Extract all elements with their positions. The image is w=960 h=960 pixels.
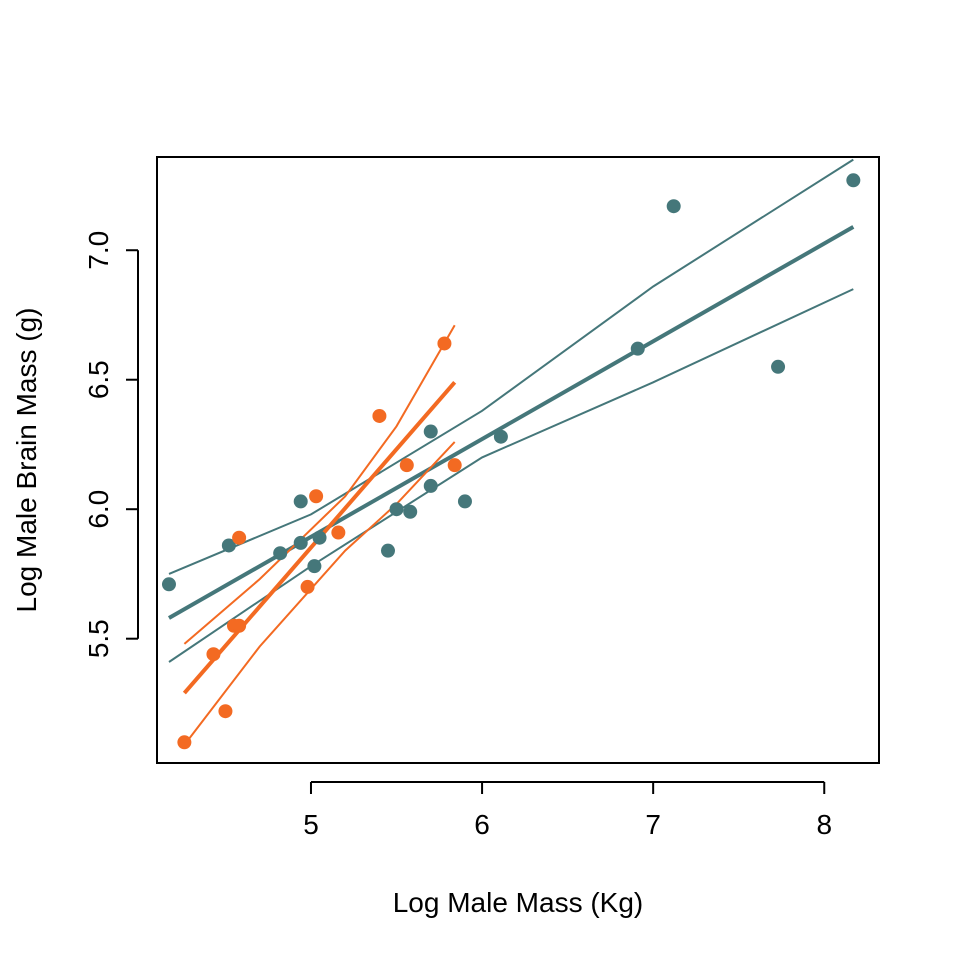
series-2-point (447, 458, 462, 473)
series-1-point (312, 530, 327, 545)
y-tick-label: 6.0 (83, 490, 114, 529)
series-1-point (307, 559, 322, 574)
x-axis: 5 6 7 8 (303, 781, 832, 840)
y-axis-label: Log Male Brain Mass (g) (11, 307, 42, 612)
series-1-ci-lower-line (168, 288, 854, 663)
series-1-point (389, 502, 404, 517)
series-1-point (380, 543, 395, 558)
data-points (161, 173, 861, 750)
plot-frame (156, 156, 880, 764)
series-2-point (232, 530, 247, 545)
series-1-point (666, 199, 681, 214)
series-2-point (206, 647, 221, 662)
series-1-point (221, 538, 236, 553)
series-2-point (232, 618, 247, 633)
series-1-point (630, 341, 645, 356)
series-1-point (771, 359, 786, 374)
series-2-point (331, 525, 346, 540)
x-tick-label: 7 (645, 809, 661, 840)
y-axis: 5.5 6.0 6.5 7.0 (83, 231, 139, 658)
x-tick-label: 5 (303, 809, 319, 840)
series-1-ci-upper-line (168, 158, 854, 575)
series-1-fit-line (167, 225, 855, 620)
series-1-point (403, 504, 418, 519)
series-1-point (423, 424, 438, 439)
series-2-point (399, 458, 414, 473)
y-tick-label: 7.0 (83, 231, 114, 270)
x-tick-label: 6 (474, 809, 490, 840)
series-1-point (493, 429, 508, 444)
x-axis-label: Log Male Mass (Kg) (393, 887, 644, 918)
series-1-point (457, 494, 472, 509)
series-2-point (300, 579, 315, 594)
y-tick-label: 5.5 (83, 619, 114, 658)
series-2-point (372, 408, 387, 423)
fit-lines (167, 158, 855, 746)
series-1-point (846, 173, 861, 188)
series-1-point (293, 494, 308, 509)
series-2-point (218, 704, 233, 719)
series-1-point (293, 535, 308, 550)
y-tick-label: 6.5 (83, 360, 114, 399)
series-2-point (437, 336, 452, 351)
series-2-ci-upper-line (183, 324, 456, 645)
series-1-point (423, 478, 438, 493)
series-2-point (309, 489, 324, 504)
series-1-point (273, 546, 288, 561)
x-tick-label: 8 (816, 809, 832, 840)
series-2-point (177, 735, 192, 750)
series-1-point (161, 577, 176, 592)
series-2-ci-lower-line (183, 441, 456, 746)
